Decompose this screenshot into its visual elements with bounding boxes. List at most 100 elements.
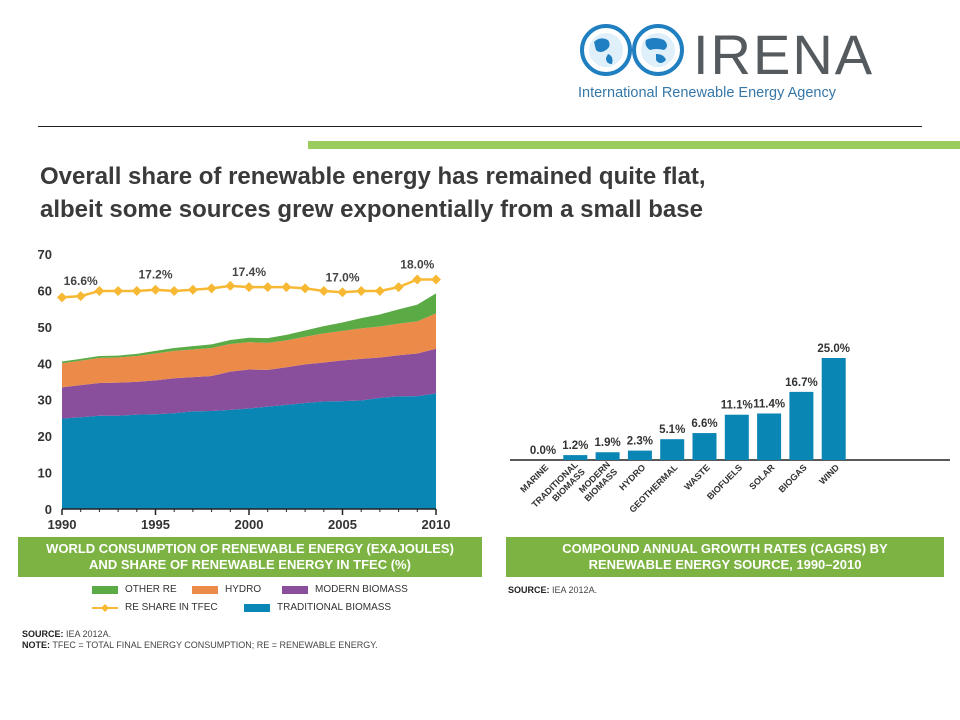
re-share-point	[300, 283, 311, 294]
legend-label-traditional-biomass: TRADITIONAL BIOMASS	[277, 602, 392, 613]
bar-category-label-line: WIND	[817, 462, 841, 486]
bar	[660, 439, 685, 460]
y-tick-label: 30	[38, 393, 52, 408]
bar-category-label: MODERNBIOMASS	[575, 460, 619, 504]
bar	[692, 433, 717, 460]
re-share-point	[318, 285, 329, 296]
left-note: NOTE: TFEC = TOTAL FINAL ENERGY CONSUMPT…	[22, 640, 378, 651]
re-share-point	[244, 282, 254, 293]
bar-category-label: BIOFUELS	[705, 462, 744, 501]
re-share-point	[206, 283, 217, 294]
legend-item-traditional-biomass: TRADITIONAL BIOMASS	[244, 602, 391, 613]
re-share-point	[75, 291, 86, 302]
bar	[724, 414, 749, 460]
y-tick-label: 40	[38, 356, 52, 371]
renewable-consumption-chart: 0 10 20 30 40 50 60 70 1990 1995 2000 2005 2010 16.6%…	[38, 247, 451, 532]
area-other_re	[62, 293, 436, 364]
legend-label-re-share: RE SHARE IN TFEC	[125, 602, 218, 613]
re-share-label: 17.0%	[325, 270, 359, 284]
area-traditional_biomass	[62, 393, 436, 509]
re-share-point	[94, 285, 105, 296]
re-share-point	[131, 285, 142, 296]
legend-label-modern-biomass: MODERN BIOMASS	[315, 584, 408, 595]
left-note-label: NOTE:	[22, 640, 50, 650]
slide-title-line1: Overall share of renewable energy has re…	[40, 163, 706, 190]
cagr-bar-chart: 0.0%MARINE1.2%TRADITIONALBIOMASS1.9%MODE…	[510, 343, 950, 515]
slide-title-line2: albeit some sources grew exponentially f…	[40, 196, 703, 223]
x-tick-label: 2005	[328, 517, 357, 532]
re-share-label: 18.0%	[400, 258, 434, 272]
bar-value-label: 16.7%	[785, 377, 818, 389]
bar-value-label: 0.0%	[530, 445, 556, 457]
x-tick-label: 2010	[422, 517, 451, 532]
left-banner-line1: WORLD CONSUMPTION OF RENEWABLE ENERGY (E…	[46, 541, 454, 556]
header-divider	[38, 126, 922, 127]
bar-value-label: 1.2%	[562, 440, 588, 452]
bar-category-label: SOLAR	[747, 462, 777, 492]
bar-value-label: 11.4%	[753, 398, 785, 410]
bar-value-label: 2.3%	[627, 436, 653, 448]
y-tick-label: 0	[45, 502, 52, 517]
irena-logo: IRENA International Renewable Energy Age…	[578, 18, 898, 108]
y-tick-label: 60	[38, 283, 52, 298]
right-source-text: IEA 2012A.	[552, 585, 598, 595]
bar-category-label: HYDRO	[617, 462, 647, 492]
re-share-point	[187, 284, 198, 295]
re-share-point	[225, 280, 236, 291]
re-share-point	[412, 274, 423, 285]
right-chart-banner: COMPOUND ANNUAL GROWTH RATES (CAGRS) BY …	[506, 537, 944, 577]
left-banner-line2: AND SHARE OF RENEWABLE ENERGY IN TFEC (%…	[89, 557, 411, 572]
bar-value-label: 6.6%	[691, 418, 717, 430]
legend-item-re-share: RE SHARE IN TFEC	[92, 602, 218, 613]
legend-label-hydro: HYDRO	[225, 584, 262, 595]
re-share-point	[169, 285, 180, 296]
re-share-point	[337, 287, 348, 298]
re-share-label: 17.2%	[138, 268, 172, 282]
re-share-label: 16.6%	[64, 274, 98, 288]
bar-value-label: 11.1%	[721, 400, 753, 412]
accent-bar	[308, 141, 960, 149]
bar	[563, 455, 588, 460]
x-tick-label: 2000	[235, 517, 264, 532]
legend-swatch-modern-biomass	[282, 585, 308, 594]
globe-loop-icon	[580, 24, 684, 76]
y-tick-label: 70	[38, 247, 52, 262]
bar	[821, 358, 846, 460]
bar-category-label: BIOGAS	[777, 462, 809, 494]
bar	[595, 452, 620, 460]
bar-category-label-line: BIOFUELS	[705, 462, 744, 501]
chart-legend: OTHER RE HYDRO MODERN BIOMASS RE SHARE I…	[92, 584, 472, 616]
re-share-point	[262, 282, 273, 293]
re-share-point	[431, 274, 441, 285]
y-tick-label: 20	[38, 429, 52, 444]
legend-item-modern-biomass: MODERN BIOMASS	[282, 584, 408, 595]
bar-category-label-line: SOLAR	[747, 462, 777, 492]
y-tick-label: 10	[38, 466, 52, 481]
right-banner-line1: COMPOUND ANNUAL GROWTH RATES (CAGRS) BY	[562, 541, 888, 556]
bar	[757, 413, 782, 460]
left-source: SOURCE: IEA 2012A.	[22, 629, 111, 640]
re-share-point	[113, 285, 124, 296]
re-share-label: 17.4%	[232, 265, 266, 279]
left-note-text: TFEC = TOTAL FINAL ENERGY CONSUMPTION; R…	[52, 640, 378, 650]
legend-item-other-re: OTHER RE	[92, 584, 177, 595]
re-share-point	[150, 284, 161, 295]
logo-subtitle: International Renewable Energy Agency	[578, 85, 836, 101]
area-modern_biomass	[62, 348, 436, 419]
logo-wordmark: IRENA	[693, 23, 875, 86]
re-share-point	[356, 285, 367, 296]
left-chart-banner: WORLD CONSUMPTION OF RENEWABLE ENERGY (E…	[18, 537, 482, 577]
legend-item-hydro: HYDRO	[192, 584, 261, 595]
legend-swatch-other-re	[92, 585, 118, 594]
bar-value-label: 5.1%	[659, 424, 685, 436]
area-hydro	[62, 313, 436, 388]
right-source: SOURCE: IEA 2012A.	[508, 585, 597, 596]
left-source-text: IEA 2012A.	[66, 629, 112, 639]
bar	[627, 450, 652, 460]
y-tick-label: 50	[38, 320, 52, 335]
bar-category-label-line: WASTE	[682, 462, 712, 492]
re-share-point	[57, 292, 67, 303]
bar-category-label-line: HYDRO	[617, 462, 647, 492]
bar-value-label: 25.0%	[817, 343, 850, 355]
re-share-point	[374, 285, 385, 296]
